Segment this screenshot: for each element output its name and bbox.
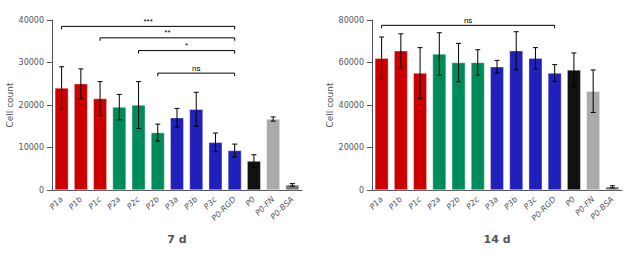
svg-text:P2b: P2b [144,195,161,212]
svg-text:P0-FN: P0-FN [253,194,277,218]
svg-text:P0: P0 [564,195,577,208]
svg-text:40000: 40000 [19,16,44,25]
svg-text:P1b: P1b [387,195,404,212]
svg-text:40000: 40000 [339,101,364,110]
svg-text:P0: P0 [244,195,257,208]
svg-text:10000: 10000 [19,143,44,152]
svg-text:P1b: P1b [67,195,84,212]
svg-text:P0-FN: P0-FN [573,194,597,218]
svg-text:P2a: P2a [426,195,443,212]
svg-text:P0-RGD: P0-RGD [530,195,558,223]
svg-text:7 d: 7 d [167,233,186,246]
svg-text:**: ** [164,28,170,37]
svg-text:P0-RGD: P0-RGD [210,195,238,223]
svg-text:20000: 20000 [19,101,44,110]
svg-text:80000: 80000 [339,16,364,25]
svg-text:P3c: P3c [522,194,539,212]
svg-text:P1c: P1c [87,194,104,211]
svg-text:P0-BSA: P0-BSA [589,195,616,222]
svg-text:30000: 30000 [19,58,44,67]
svg-text:14 d: 14 d [483,233,510,246]
svg-text:P3c: P3c [202,194,219,212]
svg-text:0: 0 [39,186,44,195]
svg-text:P2b: P2b [445,195,462,212]
svg-text:P3b: P3b [502,195,519,212]
svg-text:*: * [185,41,188,50]
svg-text:ns: ns [192,64,200,73]
svg-text:P3a: P3a [163,195,180,212]
svg-text:60000: 60000 [339,58,364,67]
svg-text:P1a: P1a [48,195,65,212]
svg-text:P2c: P2c [464,194,481,211]
svg-text:P2a: P2a [106,195,123,212]
svg-text:0: 0 [359,186,364,195]
svg-text:P1a: P1a [368,195,385,212]
svg-text:ns: ns [464,16,472,25]
svg-text:P1c: P1c [407,194,424,211]
svg-text:P3b: P3b [182,195,199,212]
svg-text:***: *** [143,17,152,26]
svg-text:P2c: P2c [125,194,142,211]
svg-text:P3a: P3a [483,195,500,212]
svg-text:20000: 20000 [339,143,364,152]
svg-text:P0-BSA: P0-BSA [269,195,296,222]
svg-text:Cell count: Cell count [325,82,335,128]
svg-text:Cell count: Cell count [5,82,15,128]
